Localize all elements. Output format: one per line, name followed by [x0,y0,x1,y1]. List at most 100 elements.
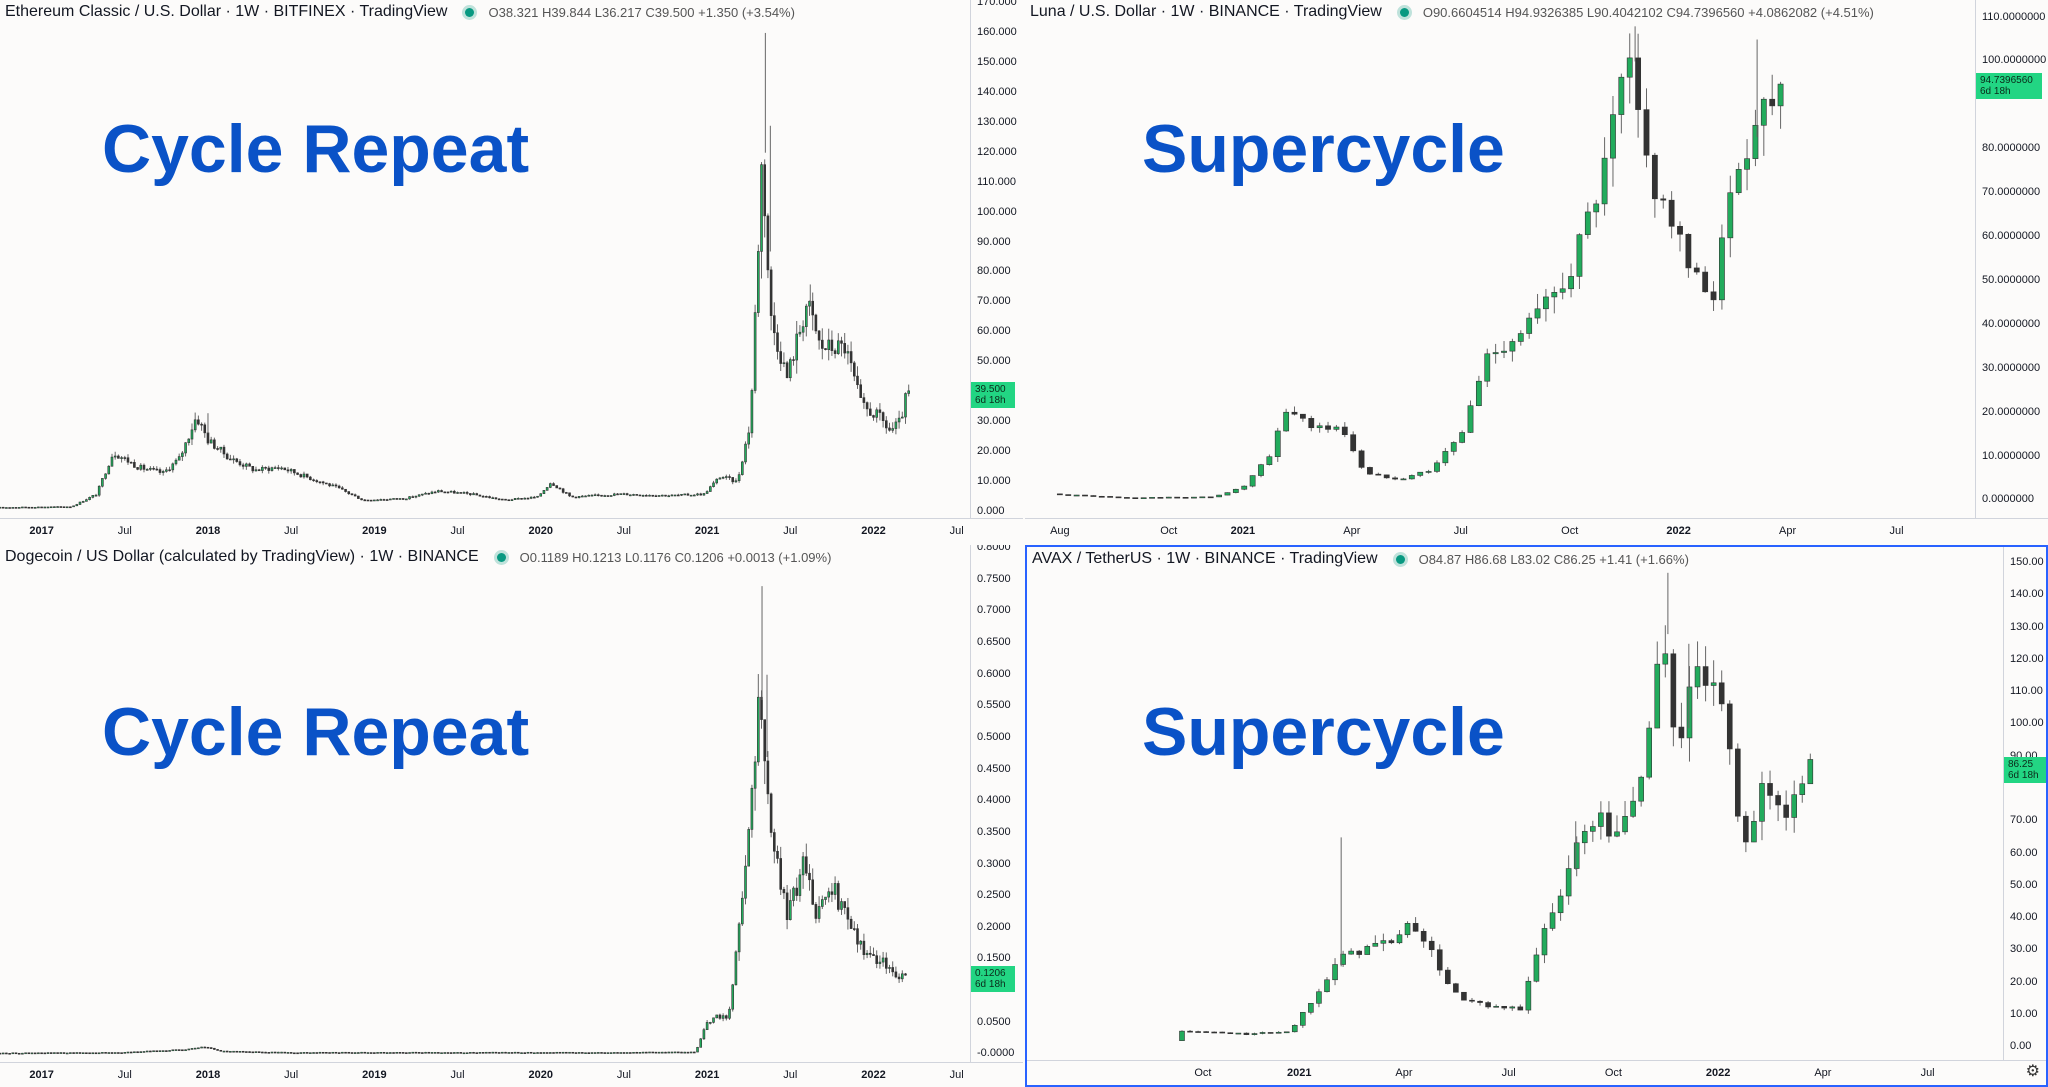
candle-body [725,1015,728,1019]
candle-body [33,1052,37,1055]
candle [65,1052,69,1055]
candle [277,464,280,471]
candles-plot[interactable] [0,545,970,1062]
time-axis[interactable]: Aug Oct 2021 Apr Jul Oct 2022 Apr Jul [1025,518,2048,543]
symbol-legend[interactable]: AVAX / TetherUS · 1W · BINANCE · Trading… [1032,550,1689,568]
chart-pane-doge[interactable]: Dogecoin / US Dollar (calculated by Trad… [0,545,1023,1087]
ohlc-values: O38.321 H39.844 L36.217 C39.500 +1.350 (… [488,4,795,20]
candle-body [440,490,443,493]
candle-body [488,1051,491,1054]
candle [289,468,293,474]
candle [462,491,466,494]
price-tick-label: -0.0000 [977,1047,1015,1060]
candle [187,1048,191,1051]
candle-body [110,1052,114,1054]
symbol-legend[interactable]: Luna / U.S. Dollar · 1W · BINANCE · Trad… [1030,3,1874,21]
candle [213,1047,216,1050]
symbol-title[interactable]: Dogecoin / US Dollar (calculated by Trad… [5,548,479,565]
candle-body [293,469,296,474]
time-axis[interactable]: 2017 Jul 2018 Jul 2019 Jul 2020 Jul 2021 Jul 2022 J… [0,518,1023,543]
candle-body [270,1051,274,1054]
candle-body [158,469,162,473]
symbol-title[interactable]: Luna / U.S. Dollar · 1W · BINANCE · Trad… [1030,3,1382,20]
candle [744,855,747,905]
candle [136,467,139,471]
candle-body [312,479,315,482]
candle [117,454,120,459]
candle-body [1662,653,1669,665]
candle-body [625,493,629,496]
candle [1492,343,1499,364]
candle-body [699,493,703,496]
candle [587,1052,591,1054]
candle-body [1576,234,1583,277]
candle [43,506,47,509]
candle-body [577,496,581,498]
candle [478,1052,482,1054]
candle-body [702,1029,706,1040]
candle [174,1049,178,1051]
candle [1195,1030,1201,1033]
candle [197,1047,200,1050]
candle-body [737,474,741,482]
time-tick-label: 2022 [1666,525,1691,537]
candle-body [1775,795,1781,806]
candle [241,462,245,470]
candle-body [37,506,40,509]
candle [347,1051,351,1054]
candle [168,466,171,472]
candle [318,481,322,485]
chart-pane-luna[interactable]: Luna / U.S. Dollar · 1W · BINANCE · Trad… [1025,0,2048,543]
candle [59,1052,63,1054]
candle-body [693,494,696,497]
candles-plot[interactable] [0,0,970,518]
gear-icon[interactable]: ⚙ [2025,1063,2040,1080]
time-axis[interactable]: Oct 2021 Apr Jul Oct 2022 Apr Jul [1027,1060,2046,1085]
candle [142,463,146,473]
price-tick-label: 100.0000000 [1982,54,2047,67]
candle-body [846,351,850,354]
symbol-title[interactable]: AVAX / TetherUS · 1W · BINANCE · Trading… [1032,550,1378,567]
candle [875,950,878,969]
candle-body [129,1051,133,1054]
candle [766,213,770,279]
candle [149,466,152,471]
candle-body [155,468,159,471]
time-axis[interactable]: 2017 Jul 2018 Jul 2019 Jul 2020 Jul 2021 Jul 2022 J… [0,1062,1023,1087]
symbol-legend[interactable]: Dogecoin / US Dollar (calculated by Trad… [5,548,831,566]
price-axis[interactable]: 0.000 10.000 20.000 30.000 50.000 60.000 70.00… [970,0,1023,518]
candle [1501,341,1507,359]
candle-body [798,331,802,335]
candle [1509,338,1516,362]
candles-plot[interactable] [1025,0,1975,518]
candle [853,360,856,382]
candle-body [840,901,843,910]
price-axis[interactable]: 0.00 10.00 20.00 30.00 40.00 50.00 60.00 70.00 9… [2003,547,2046,1060]
chart-pane-etc[interactable]: Ethereum Classic / U.S. Dollar · 1W · BI… [0,0,1023,543]
symbol-title[interactable]: Ethereum Classic / U.S. Dollar · 1W · BI… [5,3,448,20]
candle [526,1051,530,1054]
candle [1719,224,1725,310]
price-tick-label: 0.0000000 [1982,493,2034,506]
candle-body [843,343,846,354]
chart-pane-avax[interactable]: AVAX / TetherUS · 1W · BINANCE · Trading… [1025,545,2048,1087]
candle-body [609,1052,613,1054]
candle [56,506,59,508]
candle-body [648,494,651,497]
candle [1735,162,1742,195]
symbol-legend[interactable]: Ethereum Classic / U.S. Dollar · 1W · BI… [5,3,795,21]
candle [254,1051,258,1053]
time-tick-label: 2018 [195,525,221,537]
candle [171,462,175,473]
candle-body [1601,157,1608,205]
candles-plot[interactable] [1027,547,2003,1060]
candle [245,462,248,470]
candle [849,341,853,372]
candle-body [1660,198,1667,201]
candle [1404,921,1411,938]
candle [440,1052,443,1054]
candle [1767,770,1773,810]
candle [376,499,379,502]
candle-body [638,1052,642,1054]
candle [360,1051,363,1054]
